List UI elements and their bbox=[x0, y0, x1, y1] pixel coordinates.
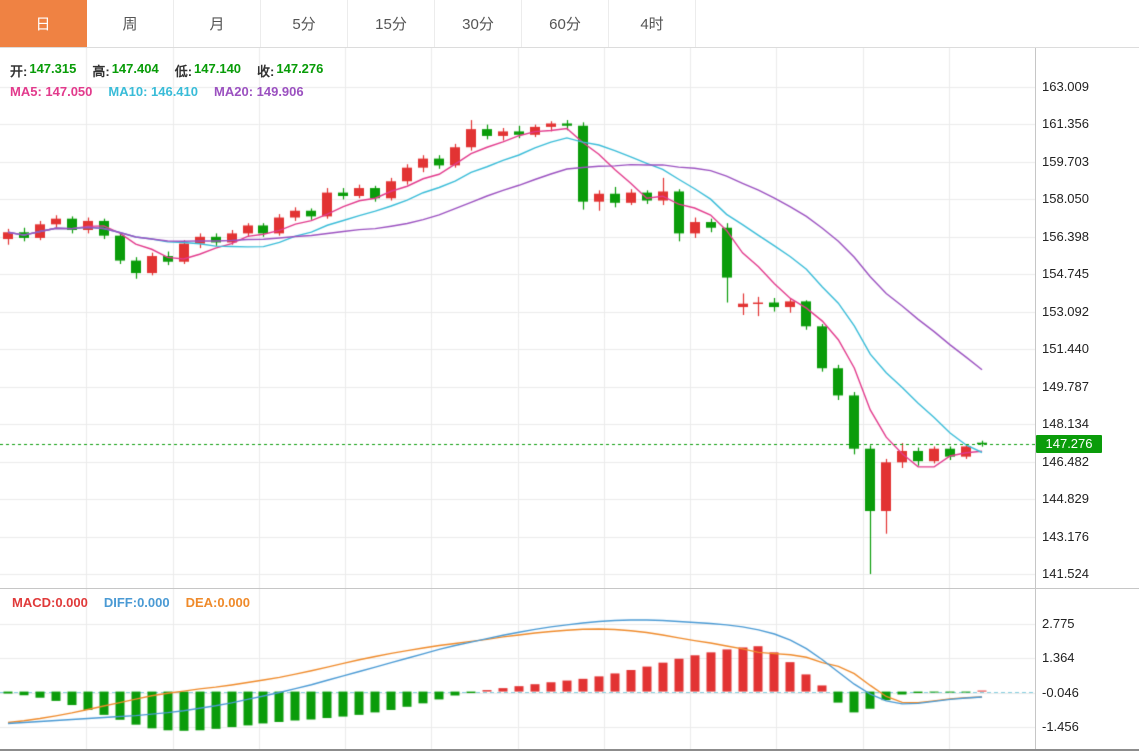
ohlc-label: 开: bbox=[10, 64, 28, 79]
macd-axis-label: 1.364 bbox=[1042, 650, 1075, 666]
macd-item-dea: DEA:0.000 bbox=[185, 595, 250, 610]
price-axis-label: 144.829 bbox=[1042, 491, 1089, 507]
macd-item-diff: DIFF:0.000 bbox=[103, 595, 170, 610]
current-price-badge: 147.276 bbox=[1036, 434, 1102, 453]
tab-5分[interactable]: 5分 bbox=[261, 0, 348, 47]
ma-item-ma10: MA10: 146.410 bbox=[108, 84, 199, 99]
macd-chart-canvas[interactable] bbox=[0, 589, 1035, 749]
price-axis-label: 158.050 bbox=[1042, 191, 1089, 207]
price-axis-label: 161.356 bbox=[1042, 116, 1089, 132]
price-axis-label: 163.009 bbox=[1042, 79, 1089, 94]
ohlc-value: 147.315 bbox=[29, 61, 77, 76]
ohlc-value: 147.140 bbox=[194, 61, 242, 76]
panel-divider-line bbox=[0, 588, 1139, 589]
axis-border-line bbox=[1035, 48, 1036, 749]
macd-axis-label: -0.046 bbox=[1042, 684, 1079, 700]
macd-item-macd: MACD:0.000 bbox=[12, 595, 88, 610]
candlestick-chart-canvas[interactable] bbox=[0, 48, 1035, 589]
ohlc-item: 低: 147.140 bbox=[175, 61, 241, 80]
price-axis-label: 156.398 bbox=[1042, 228, 1089, 244]
ma-item-ma5: MA5: 147.050 bbox=[10, 84, 93, 99]
price-axis-label: 148.134 bbox=[1042, 416, 1089, 432]
tab-月[interactable]: 月 bbox=[174, 0, 261, 47]
macd-axis-label: -1.456 bbox=[1042, 719, 1079, 735]
tab-60分[interactable]: 60分 bbox=[522, 0, 609, 47]
ohlc-label: 低: bbox=[174, 64, 193, 79]
ohlc-label: 高: bbox=[92, 64, 110, 79]
ohlc-item: 开: 147.315 bbox=[10, 61, 76, 80]
ma-item-ma20: MA20: 149.906 bbox=[214, 84, 304, 99]
ohlc-item: 收: 147.276 bbox=[257, 61, 323, 80]
price-axis-label: 146.482 bbox=[1042, 453, 1089, 469]
ma-row: MA5: 147.050 MA10: 146.410 MA20: 149.906 bbox=[10, 84, 304, 99]
tab-周[interactable]: 周 bbox=[87, 0, 174, 47]
tab-15分[interactable]: 15分 bbox=[348, 0, 435, 47]
tab-日[interactable]: 日 bbox=[0, 0, 87, 47]
ohlc-label: 收: bbox=[257, 64, 275, 79]
price-axis-label: 141.524 bbox=[1042, 565, 1089, 581]
macd-row: MACD:0.000 DIFF:0.000 DEA:0.000 bbox=[12, 595, 250, 610]
ohlc-value: 147.404 bbox=[111, 61, 159, 76]
ohlc-value: 147.276 bbox=[276, 61, 324, 76]
ohlc-row: 开: 147.315 高: 147.404 低: 147.140 收: 147.276 bbox=[10, 61, 323, 80]
price-axis-label: 143.176 bbox=[1042, 528, 1089, 544]
ohlc-item: 高: 147.404 bbox=[92, 61, 158, 80]
tab-4时[interactable]: 4时 bbox=[609, 0, 696, 47]
price-axis-label: 149.787 bbox=[1042, 378, 1089, 394]
price-axis-label: 151.440 bbox=[1042, 341, 1089, 357]
tab-30分[interactable]: 30分 bbox=[435, 0, 522, 47]
price-axis-label: 159.703 bbox=[1042, 153, 1089, 169]
price-axis-label: 154.745 bbox=[1042, 266, 1089, 282]
timeframe-tabbar: 日周月 5分 15分 30分 60分 4时 bbox=[0, 0, 1139, 48]
macd-axis-label: 2.775 bbox=[1042, 615, 1075, 631]
price-axis-label: 153.092 bbox=[1042, 303, 1089, 319]
